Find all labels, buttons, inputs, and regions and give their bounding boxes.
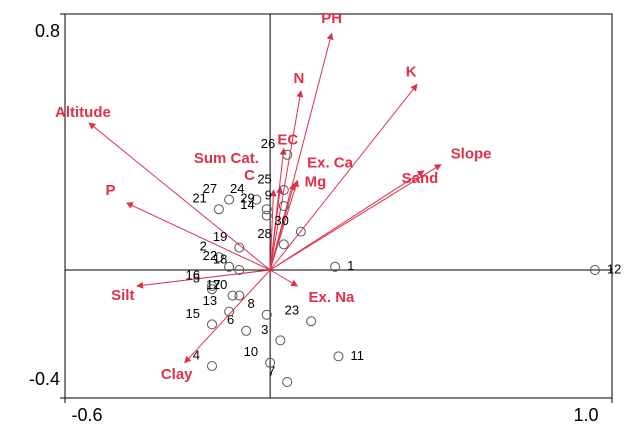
site-label: 27 <box>203 181 217 196</box>
variable-arrow <box>269 90 304 271</box>
site-label: 26 <box>261 136 275 151</box>
site-point <box>213 204 224 215</box>
variable-label: Silt <box>111 287 134 304</box>
variable-arrow <box>269 189 277 271</box>
x-tick-label: 1.0 <box>573 405 598 425</box>
site-label: 29 <box>240 191 254 206</box>
site-point <box>224 194 235 205</box>
variable-label: P <box>106 182 116 199</box>
site-label: 24 <box>230 181 244 196</box>
variable-arrow <box>184 269 271 364</box>
site-point <box>275 335 286 346</box>
variable-label: Mg <box>305 173 327 190</box>
site-point <box>295 226 306 237</box>
variable-arrow <box>269 179 299 271</box>
site-label: 10 <box>244 344 258 359</box>
y-tick-label: -0.4 <box>29 369 60 389</box>
site-label: 18 <box>213 251 227 266</box>
site-point <box>282 149 293 160</box>
site-label: 13 <box>203 293 217 308</box>
site-point <box>261 204 272 215</box>
site-label: 20 <box>213 277 227 292</box>
variable-label: Altitude <box>55 104 111 121</box>
variable-label: C <box>244 167 255 184</box>
site-label: 9 <box>265 187 272 202</box>
variable-arrow <box>269 83 418 271</box>
variable-label: Sum Cat. <box>194 150 259 167</box>
x-tick-label: -0.6 <box>71 405 102 425</box>
site-label: 12 <box>607 261 621 276</box>
site-point <box>224 261 235 272</box>
variable-arrow <box>269 186 284 271</box>
site-point <box>333 351 344 362</box>
site-point <box>589 265 600 275</box>
site-label: 21 <box>192 191 206 206</box>
site-label: 7 <box>268 363 275 378</box>
variable-label: Sand <box>402 170 439 187</box>
site-label: 3 <box>261 322 268 337</box>
site-point <box>278 185 289 195</box>
site-point <box>261 309 272 320</box>
site-point <box>261 210 272 221</box>
site-point <box>282 377 293 387</box>
site-point <box>227 290 238 301</box>
site-point <box>234 242 245 253</box>
variable-label: EC <box>277 131 298 148</box>
site-point <box>241 325 252 336</box>
variable-arrow <box>269 170 425 271</box>
variable-arrow <box>269 163 442 271</box>
site-point <box>207 319 218 330</box>
site-label: 22 <box>203 248 217 263</box>
site-label: 15 <box>186 306 200 321</box>
variable-label: Ex. Ca <box>307 155 354 172</box>
site-label: 30 <box>274 213 288 228</box>
variable-arrow <box>136 269 271 289</box>
site-label: 2 <box>200 239 207 254</box>
variable-arrow <box>125 202 271 271</box>
variable-label: PH <box>321 10 342 27</box>
site-point <box>207 284 218 295</box>
site-point <box>224 306 235 317</box>
variable-label: Ex. Na <box>309 289 356 306</box>
site-point <box>251 194 262 205</box>
site-label: 6 <box>227 312 234 327</box>
y-tick-label: 0.8 <box>35 21 60 41</box>
variable-label: K <box>406 63 417 80</box>
variable-label: Clay <box>161 366 193 383</box>
site-label: 14 <box>240 197 254 212</box>
variable-label: N <box>293 70 304 87</box>
site-point <box>207 361 218 371</box>
site-label: 1 <box>347 258 354 273</box>
site-label: 11 <box>351 348 365 363</box>
site-point <box>213 252 224 263</box>
site-label: 5 <box>193 271 200 286</box>
site-point <box>330 261 341 272</box>
site-point <box>306 316 317 327</box>
site-label: 25 <box>257 171 271 186</box>
site-point <box>234 265 245 275</box>
site-label: 4 <box>193 347 200 362</box>
site-label: 19 <box>213 229 227 244</box>
variable-arrow <box>269 269 299 287</box>
variable-arrow <box>269 32 334 271</box>
site-label: 23 <box>285 303 299 318</box>
site-point <box>278 201 289 211</box>
site-point <box>207 281 218 291</box>
plot-frame <box>64 13 613 399</box>
site-point <box>265 357 276 368</box>
variable-arrow <box>88 122 271 271</box>
variable-label: Slope <box>451 145 492 162</box>
site-label: 8 <box>247 296 254 311</box>
site-point <box>278 239 289 250</box>
site-label: 17 <box>206 277 220 292</box>
site-label: 16 <box>186 267 200 282</box>
site-point <box>234 290 245 301</box>
site-label: 28 <box>257 226 271 241</box>
